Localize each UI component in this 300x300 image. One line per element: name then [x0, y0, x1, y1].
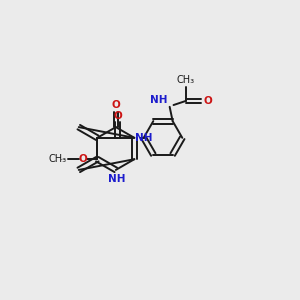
Text: O: O — [111, 100, 120, 110]
Text: O: O — [113, 111, 122, 121]
Text: NH: NH — [135, 133, 153, 143]
Text: methoxy: methoxy — [60, 159, 67, 160]
Text: O: O — [79, 154, 87, 164]
Text: NH: NH — [150, 95, 167, 105]
Text: NH: NH — [108, 174, 125, 184]
Text: CH₃: CH₃ — [177, 75, 195, 85]
Text: O: O — [203, 96, 212, 106]
Text: CH₃: CH₃ — [49, 154, 67, 164]
